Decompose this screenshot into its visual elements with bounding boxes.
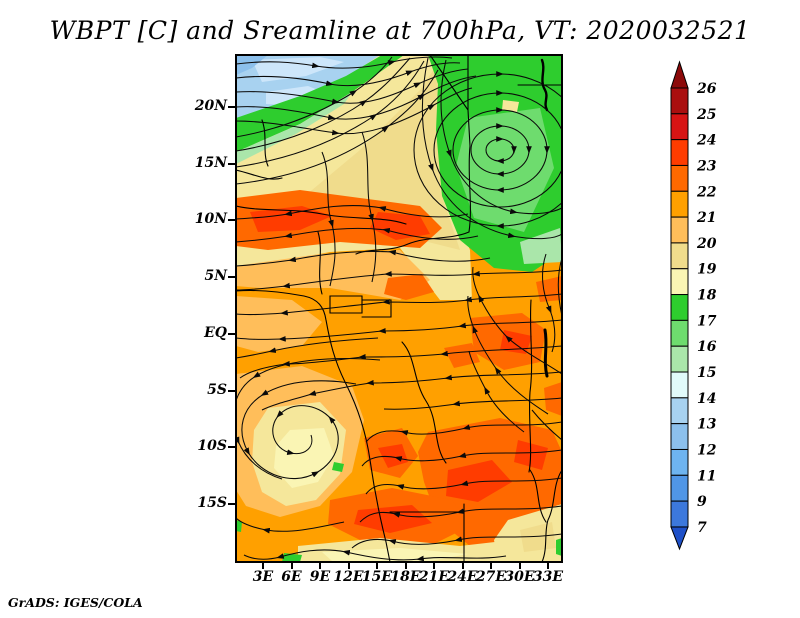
colorbar-label-21: 21 <box>696 210 716 226</box>
lat-tick <box>228 502 236 505</box>
lon-tick <box>347 562 350 569</box>
lat-label-EQ: EQ <box>204 324 227 341</box>
lon-tick <box>518 562 521 569</box>
colorbar-arrow-top <box>670 60 689 89</box>
colorbar-label-19: 19 <box>697 262 717 278</box>
lat-tick <box>228 219 236 222</box>
colorbar-label-9: 9 <box>697 494 707 510</box>
lon-tick <box>262 562 264 569</box>
colorbar-arrow-bottom <box>670 526 689 551</box>
colorbar-label-22: 22 <box>696 184 717 200</box>
colorbar-label-13: 13 <box>697 417 717 433</box>
colorbar-svg: 26 25 24 23 22 21 20 19 18 17 16 15 14 13 12 11 9 7 <box>670 60 717 551</box>
lon-label-18E: 18E <box>390 569 421 585</box>
colorbar-segment <box>670 268 689 296</box>
colorbar-segment <box>670 164 689 192</box>
lon-tick <box>319 562 321 569</box>
attribution-text: GrADS: IGES/COLA <box>8 595 143 610</box>
colorbar: 26 25 24 23 22 21 20 19 18 17 16 15 14 13 12 11 9 7 <box>669 60 739 560</box>
lon-label-24E: 24E <box>447 569 478 585</box>
colorbar-segment <box>670 500 689 528</box>
colorbar-label-11: 11 <box>697 468 716 484</box>
colorbar-segment <box>670 397 689 425</box>
colorbar-segment <box>670 371 689 399</box>
lat-label-15S: 15S <box>197 494 227 511</box>
lat-tick <box>228 276 236 279</box>
lat-label-15N: 15N <box>194 154 227 171</box>
streamlines-layer <box>236 56 562 562</box>
lat-label-20N: 20N <box>194 98 227 114</box>
colorbar-label-7: 7 <box>697 520 707 536</box>
colorbar-label-23: 23 <box>696 158 717 174</box>
colorbar-segment <box>670 139 689 166</box>
lat-label-10N: 10N <box>194 211 227 228</box>
lon-label-12E: 12E <box>333 569 364 585</box>
colorbar-label-18: 18 <box>697 288 717 304</box>
lon-tick <box>461 562 464 569</box>
lon-tick <box>490 562 492 569</box>
colorbar-segment <box>670 319 689 347</box>
colorbar-label-14: 14 <box>697 391 716 407</box>
lon-tick <box>376 562 378 569</box>
map-frame <box>235 54 563 563</box>
lon-label-30E: 30E <box>504 569 535 585</box>
lon-tick <box>433 562 435 569</box>
lat-tick <box>228 106 236 108</box>
colorbar-label-26: 26 <box>696 81 717 97</box>
colorbar-label-20: 20 <box>696 236 717 252</box>
colorbar-segment <box>670 448 689 476</box>
lat-label-5S: 5S <box>207 381 227 398</box>
colorbar-segment <box>670 216 689 244</box>
lon-tick <box>404 562 407 569</box>
lon-label-15E: 15E <box>361 569 393 585</box>
colorbar-segment <box>670 242 689 270</box>
colorbar-label-15: 15 <box>697 365 716 381</box>
lon-label-9E: 9E <box>309 569 331 585</box>
lat-label-10S: 10S <box>197 438 227 455</box>
colorbar-segment <box>670 423 689 450</box>
lat-label-5N: 5N <box>204 268 227 285</box>
lon-tick <box>547 562 549 569</box>
lon-label-27E: 27E <box>475 569 507 585</box>
lat-tick <box>228 446 236 449</box>
colorbar-label-12: 12 <box>697 442 717 458</box>
colorbar-label-16: 16 <box>697 339 717 355</box>
lon-tick <box>290 562 293 569</box>
lon-label-3E: 3E <box>252 569 274 585</box>
colorbar-label-17: 17 <box>697 313 717 329</box>
colorbar-segment <box>670 474 689 502</box>
colorbar-label-25: 25 <box>696 107 716 123</box>
colorbar-segment <box>670 294 689 321</box>
lat-tick <box>228 389 236 392</box>
colorbar-segment <box>670 345 689 373</box>
lat-tick <box>228 332 236 335</box>
page-title: WBPT [C] and Sreamline at 700hPa, VT: 20… <box>49 16 751 45</box>
lon-label-6E: 6E <box>281 569 302 585</box>
lat-tick <box>228 162 236 165</box>
colorbar-segment <box>670 113 689 141</box>
colorbar-segment <box>670 190 689 218</box>
lon-label-21E: 21E <box>418 569 450 585</box>
lon-label-33E: 33E <box>532 569 564 585</box>
colorbar-label-24: 24 <box>696 133 716 149</box>
colorbar-segment <box>670 87 689 115</box>
